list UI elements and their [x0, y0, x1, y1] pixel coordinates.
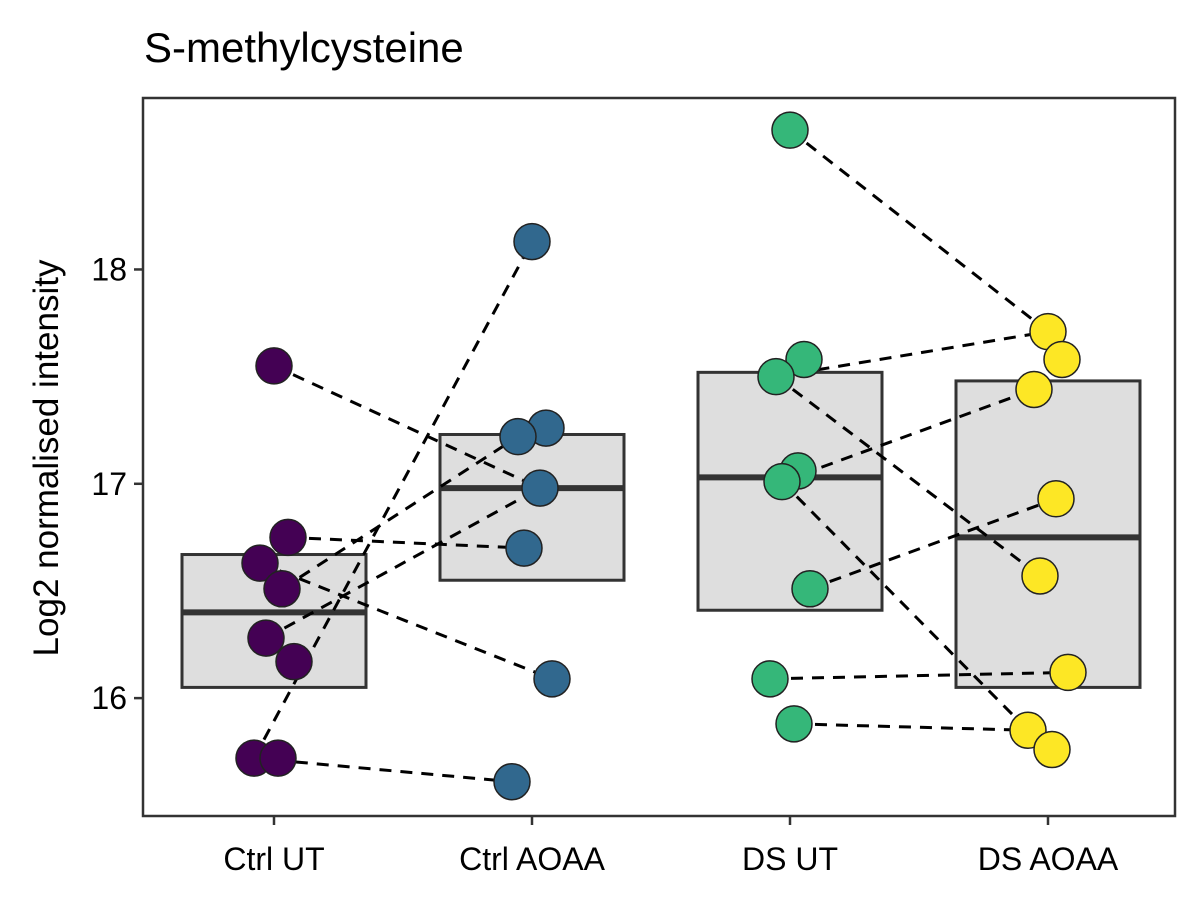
data-point: [763, 462, 801, 501]
pair-connector-line: [281, 435, 519, 591]
x-tick-label: Ctrl UT: [223, 841, 324, 877]
pair-connector-line: [287, 535, 525, 550]
data-point: [1049, 653, 1087, 692]
pair-connector-line: [781, 388, 1035, 484]
data-point: [771, 111, 809, 149]
y-tick-label: 16: [91, 680, 127, 716]
data-point: [259, 739, 297, 777]
data-point: [505, 529, 543, 567]
x-tick-label: Ctrl AOAA: [459, 841, 605, 877]
pair-connector-line: [259, 561, 553, 681]
data-point: [533, 660, 571, 698]
pair-connector-line: [780, 480, 1030, 732]
y-axis-title: Log2 normalised intensity: [27, 259, 66, 656]
pair-connector-line: [265, 486, 541, 640]
data-point: [791, 570, 829, 608]
data-point: [1021, 557, 1059, 595]
data-point: [255, 347, 293, 385]
data-point: [499, 417, 537, 456]
x-tick-label: DS UT: [742, 841, 838, 877]
data-point: [269, 518, 307, 557]
data-point: [263, 570, 301, 608]
pair-connector-line: [793, 722, 1029, 732]
pair-connector-line: [273, 364, 541, 490]
data-point: [1015, 370, 1053, 409]
pair-connector-line: [252, 240, 534, 759]
data-point: [241, 544, 279, 582]
data-point: [1037, 480, 1075, 518]
data-point: [275, 642, 313, 681]
chart-title: S-methylcysteine: [144, 24, 464, 71]
x-tick-label: DS AOAA: [978, 841, 1119, 877]
data-point: [247, 619, 285, 657]
data-point: [751, 660, 789, 698]
data-point: [521, 469, 559, 507]
pair-connector-line: [789, 128, 1049, 333]
data-point: [785, 340, 823, 379]
y-tick-label: 17: [91, 466, 127, 502]
pair-connector-line: [809, 497, 1057, 591]
pair-connector-line: [253, 756, 513, 784]
pair-connector-line: [769, 670, 1069, 681]
pair-connector-line: [775, 330, 1049, 379]
y-tick-label: 18: [91, 251, 127, 287]
plot-panel: [141, 96, 1177, 818]
data-point: [1033, 730, 1071, 769]
data-point: [1043, 340, 1081, 379]
pair-connector-line: [775, 375, 1041, 578]
data-point: [513, 222, 551, 261]
data-point: [493, 762, 531, 801]
data-point: [775, 705, 813, 743]
data-point: [757, 357, 795, 396]
